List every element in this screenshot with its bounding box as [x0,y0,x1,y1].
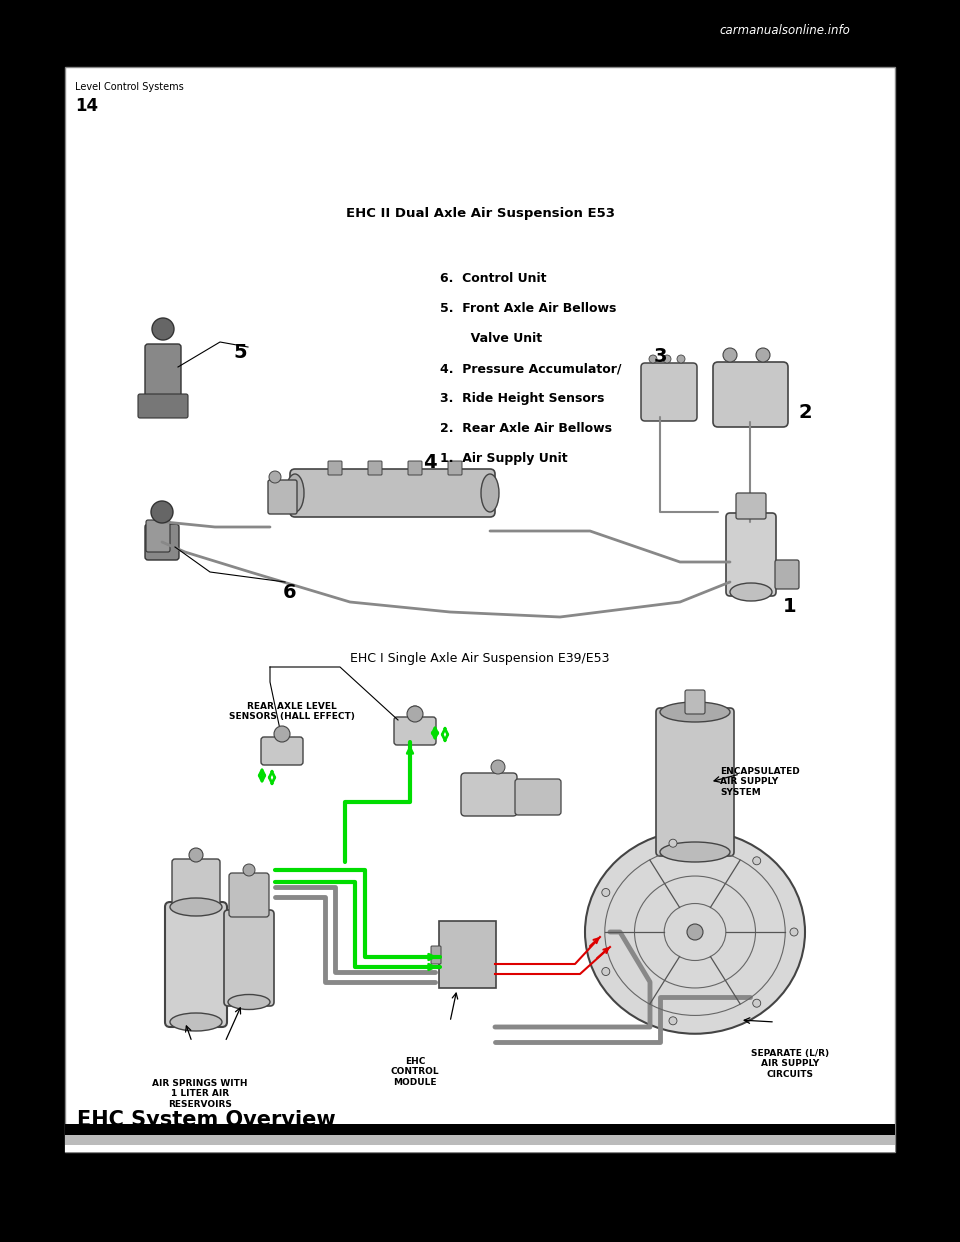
Text: 1: 1 [783,597,797,616]
FancyBboxPatch shape [229,873,269,917]
Circle shape [756,348,770,361]
FancyBboxPatch shape [146,520,170,551]
Ellipse shape [481,474,499,512]
Bar [65,67,895,1153]
Ellipse shape [660,702,730,722]
FancyBboxPatch shape [261,737,303,765]
Circle shape [274,727,290,741]
Circle shape [687,924,703,940]
FancyBboxPatch shape [461,773,517,816]
Circle shape [677,355,685,363]
FancyBboxPatch shape [448,461,462,474]
FancyBboxPatch shape [713,361,788,427]
FancyBboxPatch shape [515,779,561,815]
Text: 3.  Ride Height Sensors: 3. Ride Height Sensors [440,392,605,405]
Ellipse shape [151,501,173,523]
Text: 14: 14 [75,97,98,116]
Circle shape [669,1017,677,1025]
Circle shape [602,888,610,897]
Text: Level Control Systems: Level Control Systems [75,82,183,92]
Text: EHC II Dual Axle Air Suspension E53: EHC II Dual Axle Air Suspension E53 [346,207,614,220]
FancyBboxPatch shape [165,902,227,1027]
Ellipse shape [660,842,730,862]
Text: SEPARATE (L/R)
AIR SUPPLY
CIRCUITS: SEPARATE (L/R) AIR SUPPLY CIRCUITS [751,1049,829,1079]
Circle shape [753,1000,760,1007]
FancyBboxPatch shape [775,560,799,589]
Circle shape [602,968,610,975]
FancyBboxPatch shape [268,479,297,514]
Text: Valve Unit: Valve Unit [440,332,542,345]
Text: 2: 2 [798,402,812,421]
Text: 6.  Control Unit: 6. Control Unit [440,272,546,284]
Ellipse shape [228,995,270,1010]
FancyBboxPatch shape [138,394,188,419]
Text: 1.  Air Supply Unit: 1. Air Supply Unit [440,452,567,465]
FancyBboxPatch shape [328,461,342,474]
FancyBboxPatch shape [656,708,734,856]
Bar [65,1145,895,1153]
FancyBboxPatch shape [145,524,179,560]
Circle shape [723,348,737,361]
FancyBboxPatch shape [224,910,274,1006]
FancyBboxPatch shape [394,717,436,745]
FancyBboxPatch shape [368,461,382,474]
Text: 2.  Rear Axle Air Bellows: 2. Rear Axle Air Bellows [440,422,612,435]
Circle shape [649,355,657,363]
Ellipse shape [170,1013,222,1031]
Bar [65,1124,895,1135]
Ellipse shape [585,830,805,1033]
Ellipse shape [152,318,174,340]
FancyBboxPatch shape [408,461,422,474]
Text: carmanualsonline.info: carmanualsonline.info [719,24,850,37]
FancyBboxPatch shape [685,691,705,714]
FancyBboxPatch shape [439,922,496,987]
Text: EHC System Overview: EHC System Overview [77,1110,336,1130]
Text: 4: 4 [423,452,437,472]
Text: EHC I Single Axle Air Suspension E39/E53: EHC I Single Axle Air Suspension E39/E53 [350,652,610,664]
Circle shape [491,760,505,774]
Ellipse shape [286,474,304,512]
Circle shape [409,705,421,718]
FancyBboxPatch shape [431,946,441,964]
Circle shape [243,864,255,876]
Text: REAR AXLE LEVEL
SENSORS (HALL EFFECT): REAR AXLE LEVEL SENSORS (HALL EFFECT) [229,702,355,722]
Circle shape [669,840,677,847]
Text: 6: 6 [283,582,297,601]
Ellipse shape [170,898,222,917]
Text: 5.  Front Axle Air Bellows: 5. Front Axle Air Bellows [440,302,616,315]
Circle shape [753,857,760,864]
FancyBboxPatch shape [726,513,776,596]
Circle shape [663,355,671,363]
Text: 4.  Pressure Accumulator/: 4. Pressure Accumulator/ [440,361,621,375]
FancyBboxPatch shape [145,344,181,405]
Bar [65,1135,895,1145]
Circle shape [407,705,423,722]
Text: EHC
CONTROL
MODULE: EHC CONTROL MODULE [391,1057,440,1087]
Text: 3: 3 [653,348,667,366]
Ellipse shape [730,582,772,601]
Text: ENCAPSULATED
AIR SUPPLY
SYSTEM: ENCAPSULATED AIR SUPPLY SYSTEM [720,768,800,797]
FancyBboxPatch shape [641,363,697,421]
FancyBboxPatch shape [172,859,220,910]
Circle shape [189,848,203,862]
Text: 5: 5 [233,343,247,361]
FancyBboxPatch shape [736,493,766,519]
Circle shape [269,471,281,483]
FancyBboxPatch shape [290,469,495,517]
Text: AIR SPRINGS WITH
1 LITER AIR
RESERVOIRS: AIR SPRINGS WITH 1 LITER AIR RESERVOIRS [153,1079,248,1109]
Circle shape [790,928,798,936]
